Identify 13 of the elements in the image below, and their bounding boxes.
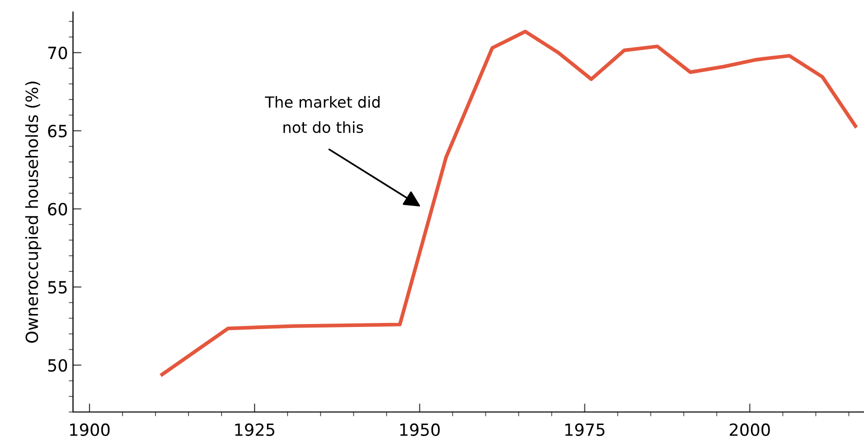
y-tick-label: 55 xyxy=(48,281,67,294)
x-tick-label: 1900 xyxy=(70,423,110,436)
annotation: The market did not do this xyxy=(264,96,380,134)
line-series xyxy=(160,30,858,376)
x-tick-label: 1925 xyxy=(235,423,274,436)
y-axis-title: Owneroccupied households (%) xyxy=(25,82,42,343)
y-tick-label: 65 xyxy=(48,124,67,138)
x-tick-label: 2000 xyxy=(730,423,770,436)
y-tick-label: 70 xyxy=(48,46,68,60)
y-tick-label: 50 xyxy=(48,359,68,372)
y-tick-label: 60 xyxy=(48,202,68,216)
x-tick-label: 1950 xyxy=(400,423,440,436)
x-tick-label: 1975 xyxy=(565,423,604,436)
